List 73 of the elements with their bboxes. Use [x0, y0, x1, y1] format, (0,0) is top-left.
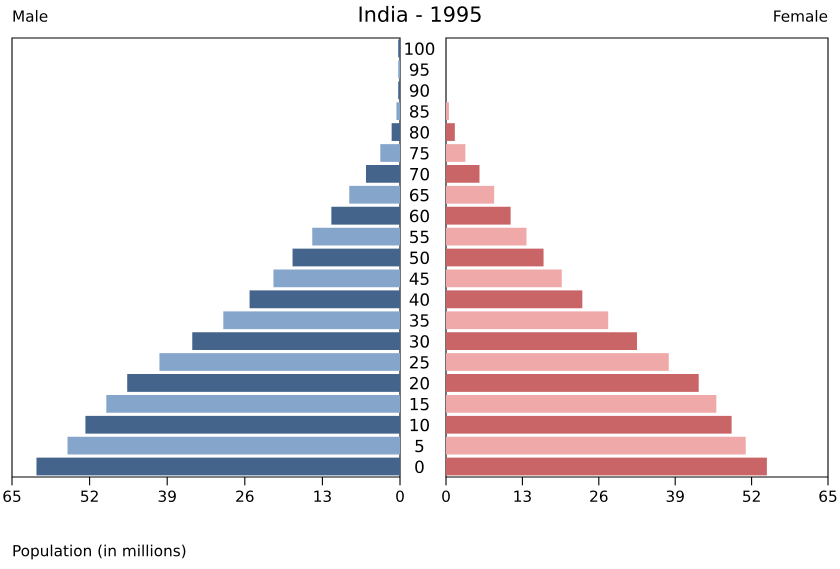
bar: [273, 270, 400, 288]
y-tick-label: 55: [410, 230, 429, 244]
x-tick-label: 39: [158, 490, 176, 502]
bar: [159, 353, 400, 371]
bar: [127, 374, 400, 392]
bar: [366, 164, 400, 183]
chart-subtitle: Male: [14, 10, 48, 22]
bar: [396, 102, 400, 120]
bar: [446, 248, 544, 266]
x-tick-label: 65: [3, 490, 20, 502]
x-tick-label: 65: [819, 490, 836, 502]
y-tick-label: 25: [410, 356, 429, 369]
y-tick-label: 95: [410, 63, 429, 76]
y-tick-label: 0: [415, 460, 424, 474]
bar: [349, 186, 400, 204]
y-tick-label: 90: [410, 84, 429, 97]
bar: [446, 164, 480, 183]
x-tick-label: 39: [666, 490, 684, 502]
bar: [446, 332, 637, 350]
y-tick-label: 75: [410, 147, 429, 160]
bar: [331, 206, 400, 225]
y-tick-label: 30: [410, 335, 429, 348]
x-tick-label: 52: [81, 490, 98, 502]
bar: [446, 270, 562, 288]
bar: [106, 394, 400, 413]
y-tick-label: 70: [410, 168, 429, 180]
bar: [446, 311, 608, 330]
y-tick-label: 50: [410, 251, 429, 264]
bar: [292, 248, 400, 266]
x-tick-label: 52: [743, 490, 760, 502]
y-tick-label: 40: [410, 293, 429, 306]
bar: [446, 394, 716, 413]
x-axis-title: Population (in millions): [14, 544, 186, 560]
bar: [446, 123, 455, 141]
bar: [312, 228, 400, 246]
bar: [250, 290, 400, 308]
bar: [85, 416, 400, 434]
bar: [446, 416, 732, 434]
bar: [446, 206, 511, 225]
y-tick-label: 85: [410, 105, 429, 118]
y-tick-label: 80: [410, 126, 429, 139]
x-tick-label: 26: [590, 490, 608, 502]
y-tick-label: 35: [410, 314, 429, 327]
y-tick-label: 65: [410, 188, 429, 202]
bar: [446, 228, 527, 246]
x-tick-label: 13: [514, 490, 531, 502]
y-tick-label: 5: [415, 440, 424, 452]
bar: [192, 332, 400, 350]
bar: [446, 458, 767, 476]
bar: [446, 186, 494, 204]
bar: [392, 123, 400, 141]
y-tick-label: 45: [410, 272, 429, 285]
bar: [446, 353, 669, 371]
bar: [446, 144, 466, 162]
y-tick-label: 20: [410, 376, 429, 390]
x-tick-label: 26: [236, 490, 254, 502]
bar: [36, 458, 400, 476]
bar: [446, 290, 582, 308]
chart-subtitle: Female: [774, 10, 828, 22]
bar: [446, 374, 699, 392]
bar: [68, 436, 400, 455]
x-tick-label: 0: [396, 490, 404, 502]
x-tick-label: 13: [314, 490, 331, 502]
y-tick-label: 15: [410, 398, 429, 410]
y-tick-label: 60: [410, 210, 429, 222]
y-tick-label: 100: [405, 42, 434, 56]
bar: [380, 144, 400, 162]
bar: [446, 436, 746, 455]
y-tick-label: 10: [410, 418, 429, 432]
bar: [223, 311, 400, 330]
bar: [446, 102, 449, 120]
chart-title: India - 1995: [360, 6, 481, 22]
x-tick-label: 0: [442, 490, 450, 502]
